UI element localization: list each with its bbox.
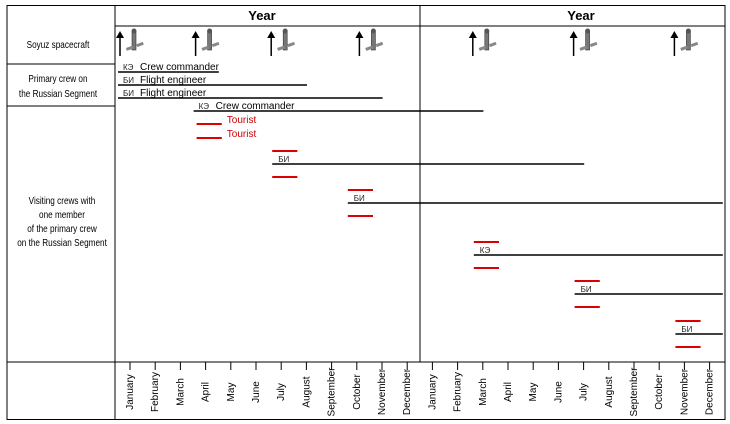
primary-code: КЭ bbox=[123, 63, 134, 72]
month-ticks bbox=[129, 362, 711, 370]
soyuz-spacecraft-icon bbox=[125, 28, 144, 51]
spacecraft-panel-left bbox=[277, 45, 285, 51]
row-label-soyuz: Soyuz spacecraft bbox=[27, 39, 90, 50]
visiting-crew-bars: Tourist Tourist БИ БИ КЭ БИ БИ bbox=[196, 115, 723, 348]
month-label: May bbox=[528, 383, 539, 402]
primary-label: Crew commander bbox=[216, 101, 296, 112]
month-label: July bbox=[276, 383, 287, 401]
month-label: August bbox=[301, 376, 312, 407]
month-label: October bbox=[654, 374, 665, 410]
tourist-label: Tourist bbox=[227, 115, 257, 126]
month-label: December bbox=[705, 368, 716, 415]
spacecraft-capsule bbox=[685, 28, 691, 34]
spacecraft-panel-right bbox=[287, 41, 296, 48]
visiting-code: БИ bbox=[278, 155, 289, 164]
arrow-head-icon bbox=[355, 31, 364, 38]
visiting-code: БИ bbox=[681, 325, 692, 334]
spacecraft-panel-right bbox=[690, 41, 699, 48]
spacecraft-capsule bbox=[207, 28, 213, 34]
arrow-head-icon bbox=[670, 31, 679, 38]
primary-label: Crew commander bbox=[140, 62, 220, 73]
primary-code: БИ bbox=[123, 76, 134, 85]
arrow-head-icon bbox=[116, 31, 124, 38]
month-label: September bbox=[327, 367, 338, 417]
month-label: April bbox=[503, 382, 514, 402]
row-label-visiting-1: Visiting crews with bbox=[29, 195, 96, 206]
spacecraft-panel-right bbox=[136, 41, 144, 48]
month-label: November bbox=[377, 368, 388, 415]
row-label-primary-2: the Russian Segment bbox=[19, 88, 98, 99]
month-label: March bbox=[478, 378, 489, 406]
row-label-visiting-3: of the primary crew bbox=[27, 223, 97, 234]
launch-3 bbox=[355, 28, 384, 56]
spacecraft-capsule bbox=[585, 28, 591, 34]
soyuz-spacecraft-icon bbox=[277, 28, 296, 51]
launch-4 bbox=[468, 28, 497, 56]
diagram-frame bbox=[6, 5, 726, 420]
spacecraft-panel-right bbox=[489, 41, 497, 48]
spacecraft-capsule bbox=[131, 28, 137, 34]
month-axis: January February March April May June July Augu… bbox=[125, 367, 716, 417]
spacecraft-capsule bbox=[282, 28, 288, 34]
month-label: July bbox=[579, 383, 590, 401]
month-label: June bbox=[553, 381, 564, 403]
spacecraft-panel-left bbox=[365, 45, 373, 51]
month-label: April bbox=[201, 382, 212, 402]
row-label-visiting-4: on the Russian Segment bbox=[17, 237, 107, 248]
spacecraft-panel-left bbox=[125, 45, 134, 51]
primary-code: КЭ bbox=[199, 102, 210, 111]
spacecraft-capsule bbox=[370, 28, 376, 34]
primary-crew-bars: КЭ Crew commander БИ Flight engineer БИ Fligh… bbox=[118, 62, 484, 112]
month-label: October bbox=[352, 374, 363, 410]
launch-6 bbox=[670, 28, 699, 56]
tourist-label: Tourist bbox=[227, 129, 257, 140]
month-label: February bbox=[150, 372, 161, 412]
month-label: August bbox=[604, 376, 615, 407]
visiting-code: БИ bbox=[581, 285, 592, 294]
primary-label: Flight engineer bbox=[140, 75, 207, 86]
spacecraft-panel-left bbox=[579, 45, 588, 51]
month-label: November bbox=[679, 368, 690, 415]
soyuz-spacecraft-icon bbox=[680, 28, 699, 51]
soyuz-spacecraft-icon bbox=[365, 28, 384, 51]
month-label: February bbox=[453, 372, 464, 412]
spacecraft-panel-left bbox=[680, 45, 688, 51]
arrow-head-icon bbox=[569, 31, 578, 38]
launch-5 bbox=[569, 28, 598, 56]
arrow-head-icon bbox=[267, 31, 276, 38]
arrow-head-icon bbox=[468, 31, 477, 38]
arrow-head-icon bbox=[191, 31, 200, 38]
spacecraft-panel-left bbox=[201, 45, 210, 51]
launch-0 bbox=[116, 28, 144, 56]
soyuz-spacecraft-icon bbox=[201, 28, 220, 51]
primary-code: БИ bbox=[123, 89, 134, 98]
primary-label: Flight engineer bbox=[140, 88, 207, 99]
year-header-1: Year bbox=[248, 8, 275, 23]
visiting-code: БИ bbox=[354, 194, 365, 203]
month-label: June bbox=[251, 381, 262, 403]
month-label: December bbox=[402, 368, 413, 415]
visiting-code: КЭ bbox=[480, 246, 491, 255]
launch-1 bbox=[191, 28, 220, 56]
month-label: January bbox=[125, 374, 136, 410]
month-label: March bbox=[175, 378, 186, 406]
launch-2 bbox=[267, 28, 296, 56]
soyuz-spacecraft-icon bbox=[478, 28, 497, 51]
month-label: January bbox=[427, 374, 438, 410]
spacecraft-panel-left bbox=[478, 45, 487, 51]
spacecraft-panel-right bbox=[375, 41, 384, 48]
launch-row bbox=[116, 28, 699, 56]
spacecraft-panel-right bbox=[211, 41, 220, 48]
month-label: September bbox=[629, 367, 640, 417]
spacecraft-panel-right bbox=[589, 41, 598, 48]
soyuz-spacecraft-icon bbox=[579, 28, 598, 51]
row-label-primary-1: Primary crew on bbox=[28, 73, 87, 84]
month-label: May bbox=[226, 383, 237, 402]
row-label-visiting-2: one member bbox=[39, 209, 85, 220]
spacecraft-capsule bbox=[484, 28, 490, 34]
year-header-2: Year bbox=[567, 8, 594, 23]
